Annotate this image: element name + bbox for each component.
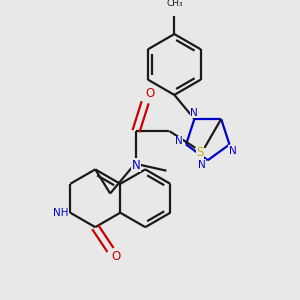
Text: O: O [111,250,121,263]
Text: N: N [132,159,140,172]
Text: S: S [196,146,204,159]
Text: NH: NH [53,208,68,218]
Text: N: N [198,160,206,170]
Text: N: N [190,108,198,118]
Text: N: N [229,146,236,156]
Text: O: O [145,87,154,100]
Text: N: N [175,136,182,146]
Text: CH₃: CH₃ [166,0,183,8]
